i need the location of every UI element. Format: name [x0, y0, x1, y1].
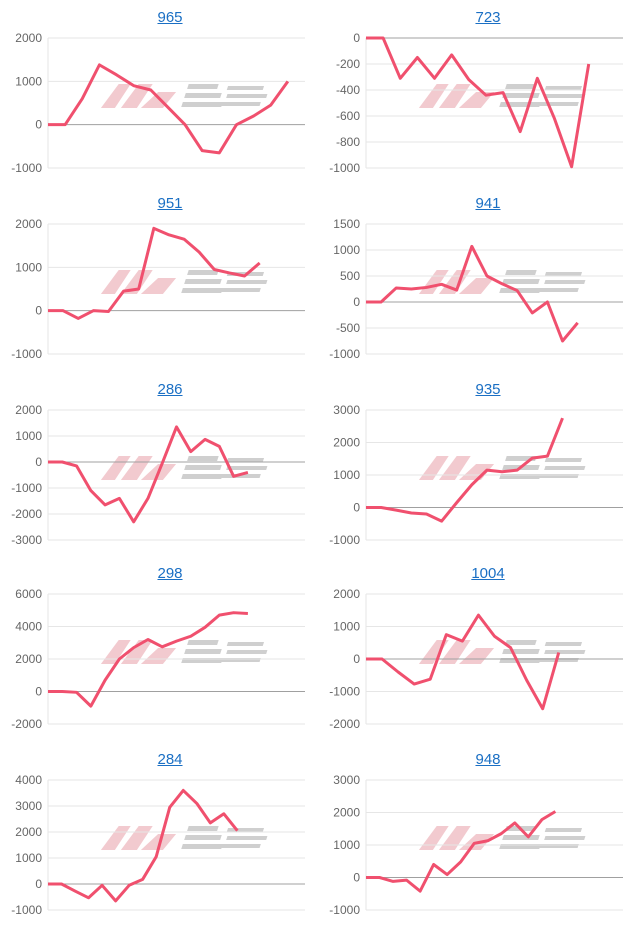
chart-title-link[interactable]: 286 — [157, 381, 183, 398]
y-tick-label: 2000 — [15, 217, 42, 231]
y-tick-label: -1000 — [11, 347, 42, 361]
y-tick-label: -1000 — [329, 533, 360, 547]
line-chart: 2000 1000 0 -1000 — [11, 217, 305, 361]
chart-title-link[interactable]: 298 — [157, 565, 183, 582]
y-tick-label: 0 — [353, 652, 360, 666]
y-tick-label: 3000 — [15, 799, 42, 813]
y-tick-label: 2000 — [15, 825, 42, 839]
chart-title-link[interactable]: 935 — [475, 381, 501, 398]
y-tick-label: -500 — [336, 321, 360, 335]
series-line — [48, 63, 290, 155]
y-tick-label: 1000 — [333, 838, 360, 852]
series-line — [48, 226, 261, 320]
y-tick-label: 0 — [353, 871, 360, 885]
chart-title-link[interactable]: 941 — [475, 195, 501, 212]
chart-panel: 2000 1000 0 -1000 -2000 1004 — [318, 556, 638, 741]
chart-panel: 2000 1000 0 -1000 -2000 -3000 286 — [0, 372, 320, 557]
chart-panel: 3000 2000 1000 0 -1000 948 — [318, 742, 638, 927]
y-tick-label: -200 — [336, 57, 360, 71]
y-tick-label: 2000 — [333, 587, 360, 601]
chart-panel: 3000 2000 1000 0 -1000 935 — [318, 372, 638, 557]
watermark-logo — [418, 270, 586, 294]
line-chart: 6000 4000 2000 0 -2000 — [11, 587, 305, 731]
y-tick-label: 2000 — [333, 436, 360, 450]
line-chart: 0 -200 -400 -600 -800 -1000 — [329, 31, 623, 175]
y-tick-label: 1000 — [15, 74, 42, 88]
y-tick-label: 6000 — [15, 587, 42, 601]
y-tick-label: 0 — [35, 118, 42, 132]
y-tick-label: 3000 — [333, 773, 360, 787]
y-tick-label: 0 — [353, 295, 360, 309]
y-tick-label: -1000 — [329, 161, 360, 175]
watermark-logo — [100, 826, 268, 850]
y-tick-label: 4000 — [15, 620, 42, 634]
watermark-logo — [100, 270, 268, 294]
y-tick-label: 2000 — [15, 403, 42, 417]
series-line — [366, 810, 557, 893]
watermark-logo — [100, 84, 268, 108]
line-chart: 1500 1000 500 0 -500 -1000 — [329, 217, 623, 361]
line-chart: 2000 1000 0 -1000 -2000 — [329, 587, 623, 731]
chart-panel: 4000 3000 2000 1000 0 -1000 284 — [0, 742, 320, 927]
y-tick-label: 500 — [340, 269, 360, 283]
series-line — [366, 417, 564, 523]
y-tick-label: -600 — [336, 109, 360, 123]
chart-panel: 6000 4000 2000 0 -2000 298 — [0, 556, 320, 741]
chart-title-link[interactable]: 284 — [157, 751, 183, 768]
y-tick-label: 1000 — [15, 851, 42, 865]
y-tick-label: 0 — [35, 455, 42, 469]
y-tick-label: -3000 — [11, 533, 42, 547]
y-tick-label: 0 — [353, 501, 360, 515]
chart-panel: 2000 1000 0 -1000 951 — [0, 186, 320, 371]
y-tick-label: 2000 — [15, 31, 42, 45]
y-tick-label: 0 — [353, 31, 360, 45]
y-tick-label: 4000 — [15, 773, 42, 787]
y-tick-label: 1500 — [333, 217, 360, 231]
y-tick-label: 2000 — [333, 806, 360, 820]
line-chart: 2000 1000 0 -1000 -2000 -3000 — [11, 403, 305, 547]
y-tick-label: -2000 — [11, 717, 42, 731]
y-tick-label: 0 — [35, 304, 42, 318]
line-chart: 3000 2000 1000 0 -1000 — [329, 403, 623, 547]
series-line — [366, 36, 591, 169]
y-tick-label: -800 — [336, 135, 360, 149]
y-tick-label: -2000 — [329, 717, 360, 731]
line-chart: 4000 3000 2000 1000 0 -1000 — [11, 773, 305, 917]
y-tick-label: 0 — [35, 877, 42, 891]
y-tick-label: 3000 — [333, 403, 360, 417]
chart-title-link[interactable]: 951 — [157, 195, 183, 212]
y-tick-label: 1000 — [15, 429, 42, 443]
y-tick-label: 2000 — [15, 652, 42, 666]
chart-panel: 1500 1000 500 0 -500 -1000 941 — [318, 186, 638, 371]
y-tick-label: 1000 — [15, 260, 42, 274]
y-tick-label: -2000 — [11, 507, 42, 521]
chart-title-link[interactable]: 723 — [475, 9, 501, 26]
chart-title-link[interactable]: 948 — [475, 751, 501, 768]
y-tick-label: -1000 — [329, 347, 360, 361]
line-chart: 2000 1000 0 -1000 — [11, 31, 305, 175]
chart-title-link[interactable]: 965 — [157, 9, 183, 26]
y-tick-label: 1000 — [333, 468, 360, 482]
y-tick-label: -1000 — [11, 161, 42, 175]
watermark-logo — [418, 826, 586, 850]
y-tick-label: 1000 — [333, 620, 360, 634]
chart-title-link[interactable]: 1004 — [471, 565, 505, 582]
chart-panel: 2000 1000 0 -1000 965 — [0, 0, 320, 185]
watermark-logo — [100, 640, 268, 664]
watermark-logo — [418, 456, 586, 480]
y-tick-label: -1000 — [11, 903, 42, 917]
y-tick-label: -1000 — [329, 685, 360, 699]
watermark-logo — [100, 456, 268, 480]
y-tick-label: -400 — [336, 83, 360, 97]
y-tick-label: 0 — [35, 685, 42, 699]
y-tick-label: 1000 — [333, 243, 360, 257]
line-chart: 3000 2000 1000 0 -1000 — [329, 773, 623, 917]
y-tick-label: -1000 — [329, 903, 360, 917]
y-tick-label: -1000 — [11, 481, 42, 495]
chart-panel: 0 -200 -400 -600 -800 -1000 723 — [318, 0, 638, 185]
